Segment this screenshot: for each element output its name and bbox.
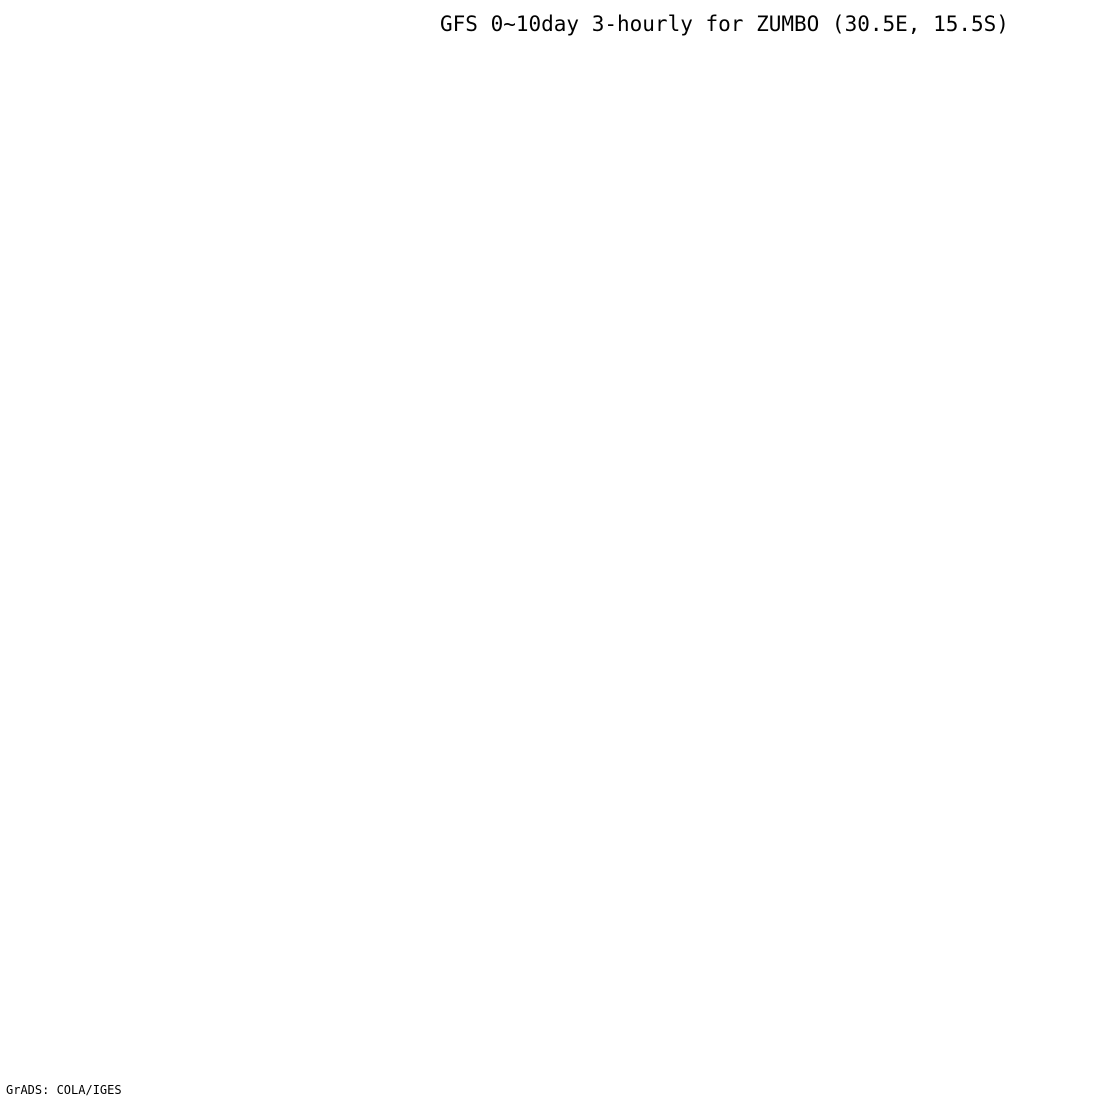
footer-credit: GrADS: COLA/IGES — [6, 1083, 122, 1097]
chart-title: GFS 0~10day 3-hourly for ZUMBO (30.5E, 1… — [440, 12, 1009, 36]
